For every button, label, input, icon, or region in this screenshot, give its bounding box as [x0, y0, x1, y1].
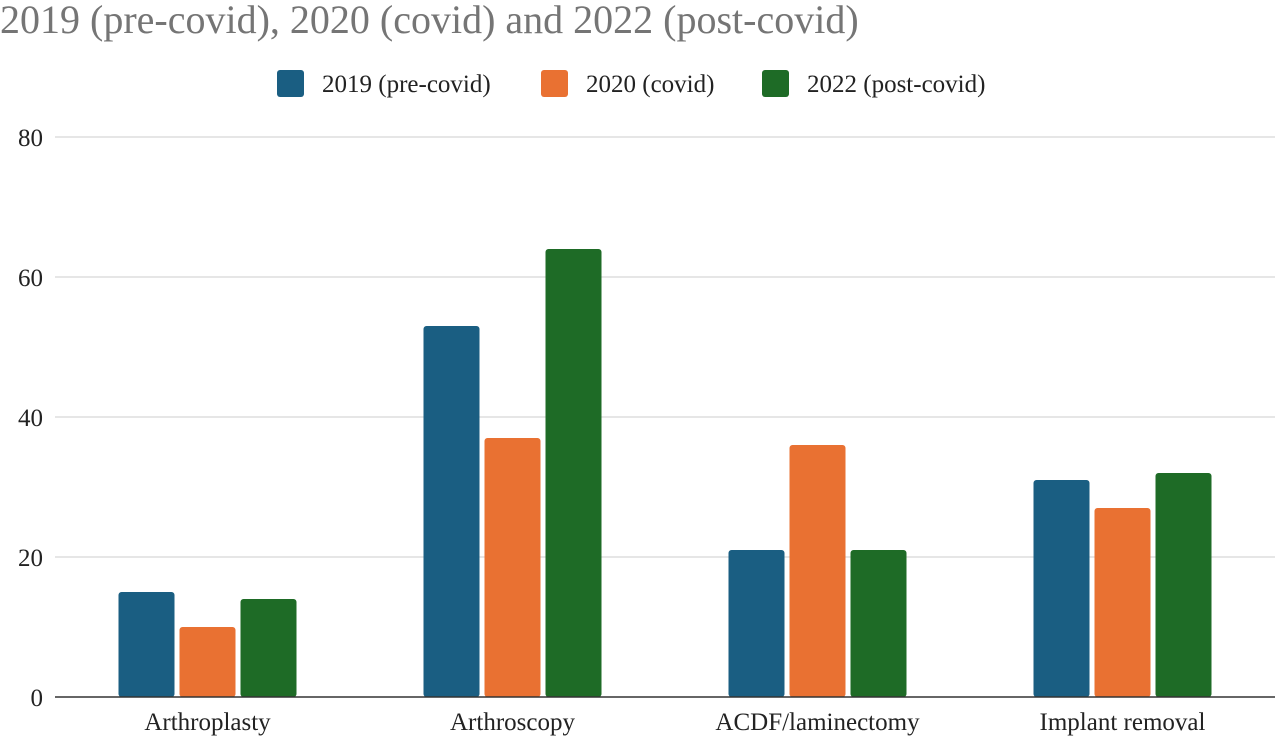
- y-tick-labels: 0 20 40 60 80: [18, 125, 43, 712]
- legend-swatch: [541, 70, 568, 97]
- bar: [179, 627, 236, 697]
- gridlines: [55, 136, 1275, 558]
- x-tick-label: Arthroscopy: [450, 709, 575, 736]
- bar: [1033, 480, 1090, 697]
- y-tick-label: 40: [18, 405, 43, 432]
- y-tick-label: 80: [18, 125, 43, 152]
- bar: [789, 445, 846, 697]
- legend-label: 2022 (post-covid): [807, 71, 985, 98]
- x-tick-label: Implant removal: [1040, 709, 1206, 736]
- x-tick-label: Arthroplasty: [144, 709, 271, 736]
- bar: [423, 326, 480, 697]
- bar: [728, 550, 785, 697]
- bar: [484, 438, 541, 697]
- bar: [118, 592, 175, 697]
- y-tick-label: 60: [18, 265, 43, 292]
- x-tick-label: ACDF/laminectomy: [715, 709, 920, 736]
- y-tick-label: 0: [31, 685, 44, 712]
- legend-label: 2020 (covid): [586, 71, 714, 98]
- bar: [850, 550, 907, 697]
- legend-swatch: [762, 70, 789, 97]
- x-tick-labels: Arthroplasty Arthroscopy ACDF/laminectomy I…: [144, 709, 1205, 736]
- bar: [545, 249, 602, 697]
- chart-title: 2019 (pre-covid), 2020 (covid) and 2022 …: [0, 0, 859, 42]
- legend: 2019 (pre-covid) 2020 (covid) 2022 (post-c…: [277, 70, 985, 98]
- bar: [1094, 508, 1151, 697]
- y-tick-label: 20: [18, 545, 43, 572]
- bars: [118, 249, 1212, 697]
- legend-swatch: [277, 70, 304, 97]
- bar: [1155, 473, 1212, 697]
- bar: [240, 599, 297, 697]
- legend-label: 2019 (pre-covid): [322, 71, 491, 98]
